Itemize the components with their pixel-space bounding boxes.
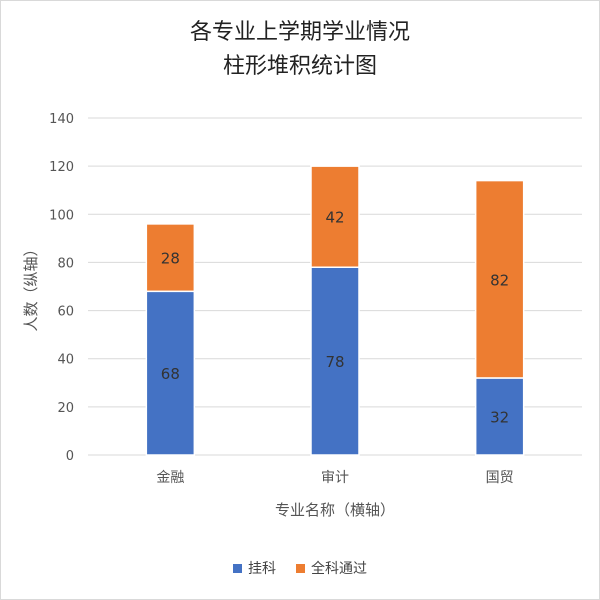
bar-failed-0 bbox=[145, 290, 196, 456]
y-tick-label-40: 40 bbox=[57, 353, 74, 368]
x-axis-title: 专业名称（横轴） bbox=[275, 501, 395, 519]
x-tick-label-0: 金融 bbox=[156, 470, 184, 486]
y-tick-label-60: 60 bbox=[57, 305, 74, 320]
legend-item-1: 全科通过 bbox=[296, 558, 367, 578]
bar-passed-0 bbox=[145, 223, 196, 293]
y-tick-label-20: 20 bbox=[57, 401, 74, 416]
y-tick-label-120: 120 bbox=[49, 160, 74, 175]
data-label-passed-0: 28 bbox=[161, 250, 180, 268]
x-tick-label-1: 审计 bbox=[321, 470, 349, 486]
y-tick-label-0: 0 bbox=[66, 449, 74, 464]
data-label-failed-0: 68 bbox=[161, 365, 180, 383]
legend-label-0: 挂科 bbox=[248, 561, 276, 577]
bar-passed-2 bbox=[474, 179, 525, 379]
y-tick-label-140: 140 bbox=[49, 112, 74, 127]
y-axis-title: 人数（纵轴） bbox=[22, 241, 40, 331]
data-label-passed-1: 42 bbox=[325, 209, 344, 227]
legend-label-1: 全科通过 bbox=[311, 561, 367, 577]
chart-title-line-1: 各专业上学期学业情况 bbox=[189, 20, 410, 45]
chart-title-line-2: 柱形堆积统计图 bbox=[222, 54, 377, 79]
legend-swatch-1 bbox=[296, 563, 305, 573]
legend-item-0: 挂科 bbox=[233, 558, 276, 578]
data-label-passed-2: 82 bbox=[490, 271, 509, 289]
bar-passed-1 bbox=[310, 165, 360, 268]
data-label-failed-1: 78 bbox=[325, 353, 344, 371]
y-tick-label-100: 100 bbox=[49, 208, 74, 223]
y-tick-label-80: 80 bbox=[57, 256, 74, 271]
data-label-failed-2: 32 bbox=[490, 408, 509, 426]
bar-failed-2 bbox=[474, 377, 525, 456]
x-tick-label-2: 国贸 bbox=[486, 470, 514, 486]
legend-swatch-0 bbox=[233, 563, 242, 573]
bar-failed-1 bbox=[310, 266, 360, 456]
chart-legend: 挂科 全科通过 bbox=[0, 558, 600, 578]
